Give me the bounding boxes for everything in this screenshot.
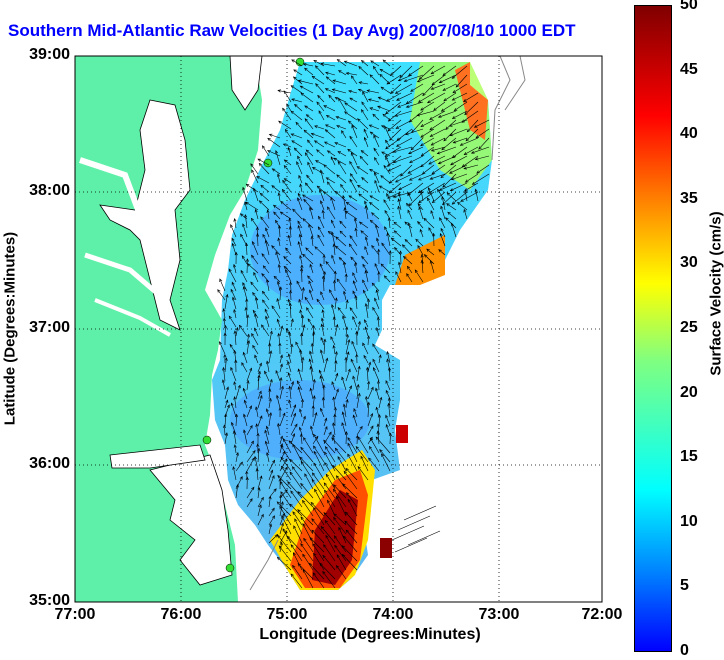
colorbar-tick: 10 xyxy=(680,513,720,531)
velocity-arrow xyxy=(404,506,436,520)
radar-station[interactable] xyxy=(226,564,234,572)
gulf-stream-cell xyxy=(380,538,392,558)
y-axis-label: Latitude (Degrees:Minutes) xyxy=(2,179,19,479)
radar-station[interactable] xyxy=(203,436,211,444)
velocity-arrow xyxy=(408,531,440,545)
colorbar-label: Surface Velocity (cm/s) xyxy=(708,144,724,444)
bathymetry-line xyxy=(250,540,278,590)
y-tick-label: 39:00 xyxy=(0,46,70,64)
bathymetry-line xyxy=(492,56,510,160)
colorbar xyxy=(634,5,672,652)
colorbar-tick: 40 xyxy=(680,125,720,143)
velocity-arrow xyxy=(220,279,225,291)
x-tick-label: 72:00 xyxy=(567,606,637,624)
x-tick-label: 74:00 xyxy=(358,606,428,624)
velocity-arrow xyxy=(398,516,430,530)
x-tick-label: 73:00 xyxy=(464,606,534,624)
velocity-arrow xyxy=(392,526,424,540)
gulf-stream-cell xyxy=(396,425,408,443)
colorbar-tick: 15 xyxy=(680,448,720,466)
y-tick-label: 35:00 xyxy=(0,592,70,610)
velocity-arrow xyxy=(395,538,427,552)
colorbar-tick: 5 xyxy=(680,577,720,595)
colorbar-tick: 50 xyxy=(680,0,720,14)
low-speed-zone xyxy=(250,195,390,305)
x-tick-label: 75:00 xyxy=(252,606,322,624)
colorbar-tick: 0 xyxy=(680,642,720,660)
x-tick-label: 76:00 xyxy=(146,606,216,624)
x-axis-label: Longitude (Degrees:Minutes) xyxy=(200,626,540,644)
colorbar-tick: 45 xyxy=(680,61,720,79)
